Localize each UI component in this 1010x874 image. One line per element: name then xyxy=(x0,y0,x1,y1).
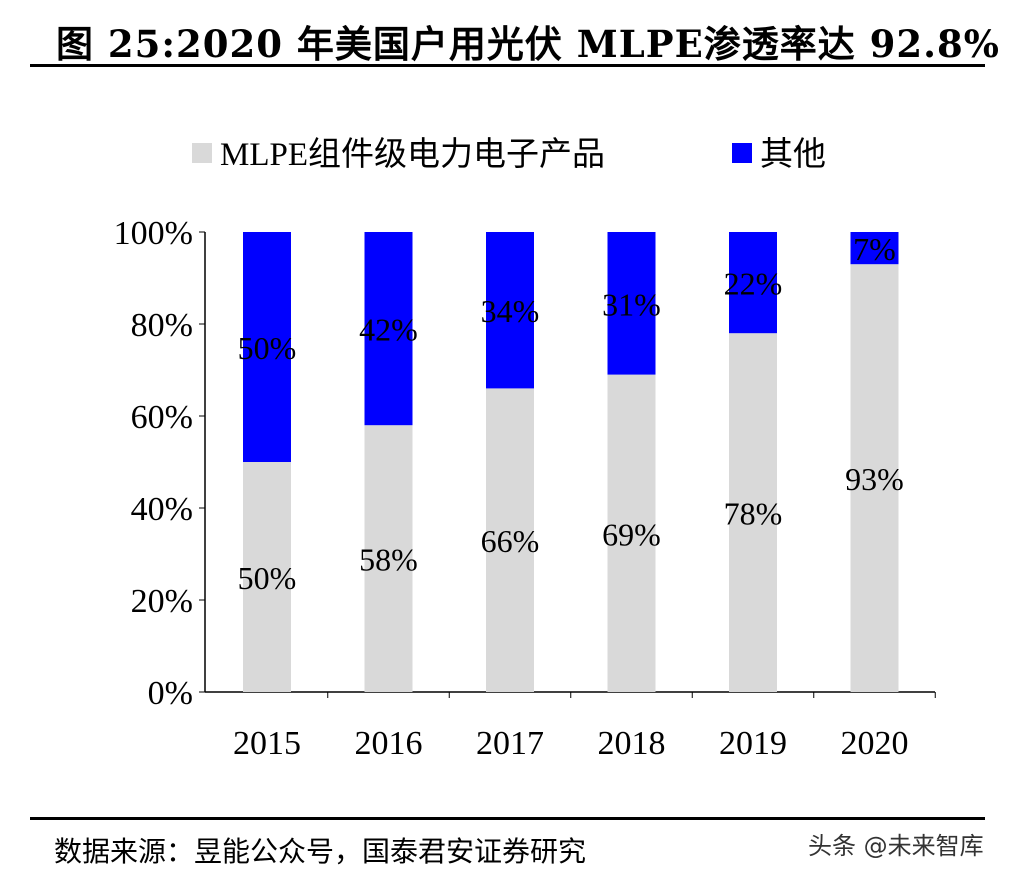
data-label: 93% xyxy=(845,461,904,497)
data-label: 66% xyxy=(481,523,540,559)
x-tick-label: 2016 xyxy=(355,725,423,762)
data-label: 69% xyxy=(602,516,661,552)
y-tick-label: 80% xyxy=(131,307,193,344)
x-tick-label: 2019 xyxy=(719,725,787,762)
source-note: 数据来源：昱能公众号，国泰君安证券研究 xyxy=(54,835,587,868)
data-label: 22% xyxy=(724,266,783,302)
x-tick-label: 2018 xyxy=(598,725,666,762)
data-label: 78% xyxy=(724,496,783,532)
y-tick-label: 60% xyxy=(131,399,193,436)
bar-segment xyxy=(243,232,291,462)
bar-segment xyxy=(364,425,413,692)
bar-segment xyxy=(486,232,534,389)
data-label: 50% xyxy=(238,560,297,596)
y-tick-label: 40% xyxy=(131,491,193,528)
bar-segment xyxy=(607,374,656,692)
data-label: 42% xyxy=(359,312,418,348)
data-label: 50% xyxy=(238,330,297,366)
bar-segment xyxy=(850,232,899,265)
watermark: 头条 @未来智库 xyxy=(808,832,984,860)
data-label: 34% xyxy=(481,293,540,329)
legend-swatch xyxy=(192,143,212,163)
bar-segment xyxy=(607,232,656,375)
x-tick-label: 2020 xyxy=(841,725,909,762)
y-tick-label: 20% xyxy=(131,583,193,620)
y-tick-label: 100% xyxy=(114,215,193,252)
data-label: 31% xyxy=(602,286,661,322)
legend-label: MLPE组件级电力电子产品 xyxy=(220,136,605,173)
x-tick-label: 2017 xyxy=(476,725,544,762)
title-rule xyxy=(30,64,985,67)
data-label: 58% xyxy=(359,542,418,578)
bar-segment xyxy=(364,232,413,426)
chart-title: 图 25:2020 年美国户用光伏 MLPE渗透率达 92.8% xyxy=(56,22,1000,66)
footer-rule xyxy=(30,817,985,820)
legend-swatch xyxy=(732,143,752,163)
bar-segment xyxy=(243,462,291,692)
data-label: 7% xyxy=(853,231,896,267)
bar-segment xyxy=(729,333,777,692)
bar-segment xyxy=(729,232,777,334)
legend-label: 其他 xyxy=(760,136,826,173)
bar-segment xyxy=(486,388,534,692)
bar-segment xyxy=(850,264,899,692)
x-tick-label: 2015 xyxy=(233,725,301,762)
y-tick-label: 0% xyxy=(148,675,193,712)
